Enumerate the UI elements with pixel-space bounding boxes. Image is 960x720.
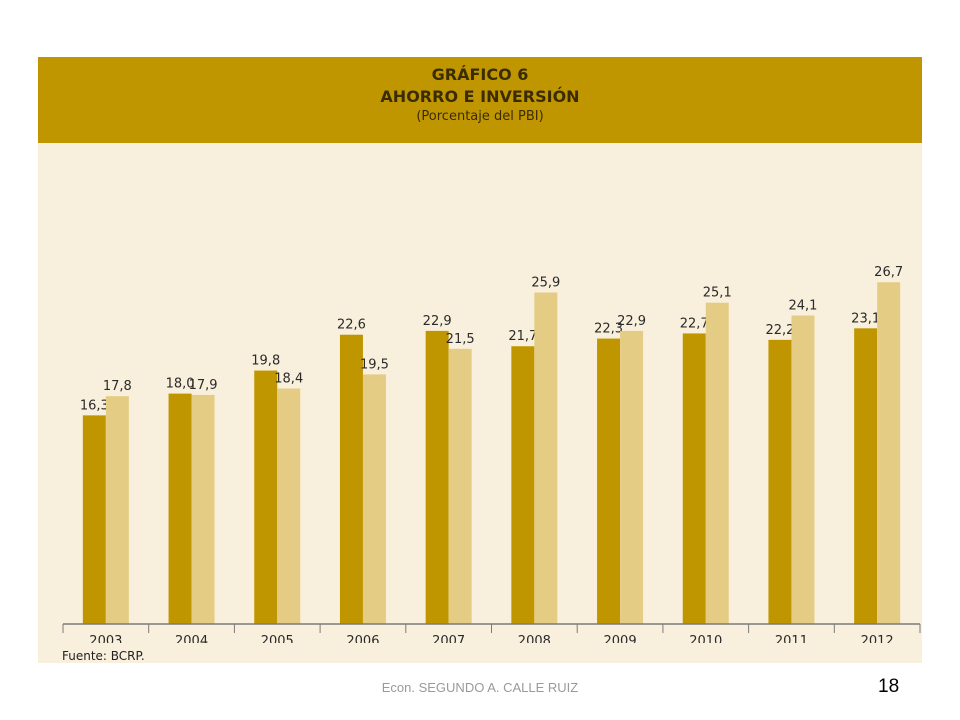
bar-inversion-2004 xyxy=(191,394,215,624)
source-note: Fuente: BCRP. xyxy=(62,649,145,663)
bar-ahorro-2008 xyxy=(511,346,535,624)
bar-ahorro-2003 xyxy=(82,415,106,624)
footer-author: Econ. SEGUNDO A. CALLE RUIZ xyxy=(381,680,579,695)
x-tick-label-2006: 2006 xyxy=(346,634,379,643)
bar-inversion-2007 xyxy=(448,348,472,624)
bar-ahorro-2010 xyxy=(682,333,706,624)
x-tick-label-2005: 2005 xyxy=(261,634,294,643)
bar-inversion-2010 xyxy=(705,302,729,624)
chart-subtitle: (Porcentaje del PBI) xyxy=(416,109,544,124)
data-label-inversion-2007: 21,5 xyxy=(446,332,475,347)
data-label-inversion-2004: 17,9 xyxy=(189,378,218,393)
data-label-ahorro-2004: 18,0 xyxy=(166,377,195,392)
data-label-inversion-2010: 25,1 xyxy=(703,286,732,301)
data-label-inversion-2008: 25,9 xyxy=(531,275,560,290)
bar-ahorro-2006 xyxy=(339,334,363,624)
data-label-inversion-2011: 24,1 xyxy=(788,299,817,314)
x-tick-label-2009: 2009 xyxy=(604,634,637,643)
bar-inversion-2003 xyxy=(105,396,129,624)
bar-ahorro-2007 xyxy=(425,330,449,624)
data-label-ahorro-2011: 22,2 xyxy=(765,323,794,338)
bar-ahorro-2011 xyxy=(768,339,792,624)
data-label-ahorro-2003: 16,3 xyxy=(80,398,109,413)
x-tick-label-2004: 2004 xyxy=(175,634,208,643)
bar-inversion-2006 xyxy=(362,374,386,624)
x-tick-label-2012: 2012 xyxy=(861,634,894,643)
data-label-ahorro-2010: 22,7 xyxy=(680,316,709,331)
bar-ahorro-2004 xyxy=(168,393,192,624)
x-tick-label-2011: 2011 xyxy=(775,634,808,643)
data-label-inversion-2005: 18,4 xyxy=(274,371,303,386)
data-label-ahorro-2012: 23,1 xyxy=(851,311,880,326)
data-label-ahorro-2005: 19,8 xyxy=(251,354,280,369)
bar-ahorro-2005 xyxy=(254,370,278,624)
data-label-ahorro-2007: 22,9 xyxy=(423,314,452,329)
bar-inversion-2008 xyxy=(534,292,558,624)
data-label-ahorro-2009: 22,3 xyxy=(594,322,623,337)
chart-title: AHORRO E INVERSIÓN xyxy=(380,87,580,106)
bar-chart: 16,3 17,8 2003 18,017,9 2004 19,8 18,4 2005 22,6… xyxy=(62,265,921,643)
bar-inversion-2012 xyxy=(877,282,901,624)
page-number: 18 xyxy=(878,676,900,697)
bar-inversion-2011 xyxy=(791,315,815,624)
data-label-inversion-2009: 22,9 xyxy=(617,314,646,329)
data-label-ahorro-2006: 22,6 xyxy=(337,318,366,333)
data-label-inversion-2006: 19,5 xyxy=(360,357,389,372)
x-tick-label-2007: 2007 xyxy=(432,634,465,643)
chart-header: GRÁFICO 6 AHORRO E INVERSIÓN (Porcentaje… xyxy=(38,57,922,143)
x-tick-label-2003: 2003 xyxy=(89,634,122,643)
chart-panel: GRÁFICO 6 AHORRO E INVERSIÓN (Porcentaje… xyxy=(38,57,922,663)
bar-ahorro-2012 xyxy=(854,328,878,624)
data-label-ahorro-2008: 21,7 xyxy=(508,329,537,344)
data-label-inversion-2003: 17,8 xyxy=(103,379,132,394)
bar-inversion-2005 xyxy=(277,388,301,624)
x-tick-label-2008: 2008 xyxy=(518,634,551,643)
data-label-inversion-2012: 26,7 xyxy=(874,265,903,280)
x-tick-label-2010: 2010 xyxy=(689,634,722,643)
bar-ahorro-2009 xyxy=(597,338,621,624)
chart-number: GRÁFICO 6 xyxy=(431,65,529,84)
bar-inversion-2009 xyxy=(620,330,644,624)
